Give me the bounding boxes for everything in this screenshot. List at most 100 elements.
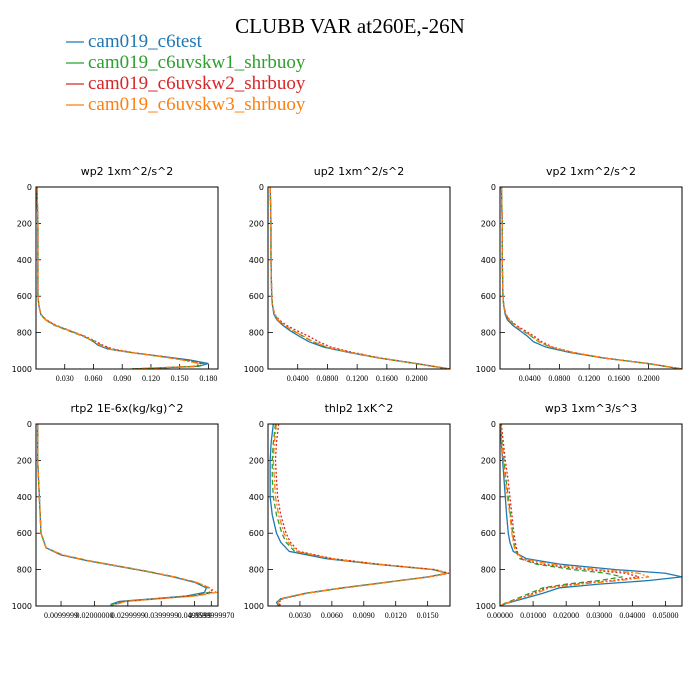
ytick-label-2-5: 1000 <box>476 365 496 374</box>
panel-title-0: wp2 1xm^2/s^2 <box>81 165 174 178</box>
ytick-label-3-5: 1000 <box>12 602 32 611</box>
ytick-label-3-0: 0 <box>27 420 32 429</box>
ytick-label-1-3: 600 <box>249 292 264 301</box>
series-line-4-3 <box>272 424 449 606</box>
ytick-label-1-5: 1000 <box>244 365 264 374</box>
xtick-label-1-1: 0.0800 <box>316 374 338 383</box>
ytick-label-0-3: 600 <box>17 292 32 301</box>
series-line-5-1 <box>500 424 623 606</box>
xtick-label-1-4: 0.2000 <box>406 374 428 383</box>
ytick-label-0-5: 1000 <box>12 365 32 374</box>
panel-title-4: thlp2 1xK^2 <box>325 402 394 415</box>
series-line-2-2 <box>500 187 682 369</box>
xtick-label-5-3: 0.03000 <box>586 611 612 620</box>
xtick-label-3-0: 0.0099999 <box>44 611 78 620</box>
ytick-label-2-3: 600 <box>481 292 496 301</box>
panel-title-1: up2 1xm^2/s^2 <box>314 165 405 178</box>
ytick-label-4-5: 1000 <box>244 602 264 611</box>
panel-frame-5 <box>499 423 683 607</box>
xtick-label-3-4: 0.0499999 <box>178 611 212 620</box>
xtick-label-3-2: 0.0299999 <box>111 611 145 620</box>
panel-frame-1 <box>267 186 451 370</box>
legend-label-1: cam019_c6uvskw1_shrbuoy <box>88 52 306 73</box>
ytick-label-5-5: 1000 <box>476 602 496 611</box>
panel-frame-3 <box>35 423 219 607</box>
legend: cam019_c6testcam019_c6uvskw1_shrbuoycam0… <box>66 31 306 115</box>
series-line-0-0 <box>36 187 209 369</box>
series-line-5-0 <box>500 424 682 606</box>
panel-2: vp2 1xm^2/s^2 0 200 400 600 800 1000 0.0400 0.08… <box>476 165 683 383</box>
ytick-label-5-3: 600 <box>481 529 496 538</box>
xtick-label-5-1: 0.01000 <box>520 611 546 620</box>
xtick-label-1-0: 0.0400 <box>287 374 309 383</box>
figure-title: CLUBB VAR at260E,-26N <box>235 14 465 38</box>
series-line-2-3 <box>500 187 682 369</box>
ytick-label-4-1: 200 <box>249 456 264 465</box>
xtick-label-4-0: 0.0030 <box>289 611 311 620</box>
ytick-label-4-3: 600 <box>249 529 264 538</box>
series-line-1-2 <box>269 187 450 369</box>
xtick-label-2-3: 0.1600 <box>608 374 630 383</box>
xtick-label-5-5: 0.05000 <box>652 611 678 620</box>
ytick-label-2-1: 200 <box>481 219 496 228</box>
series-line-1-0 <box>269 187 450 369</box>
ytick-label-5-0: 0 <box>491 420 496 429</box>
series-line-3-3 <box>37 424 218 606</box>
ytick-label-1-0: 0 <box>259 183 264 192</box>
panel-frame-4 <box>267 423 451 607</box>
panel-4: thlp2 1xK^2 0 200 400 600 800 1000 0.0030 0.0060… <box>244 402 451 620</box>
xtick-label-0-3: 0.120 <box>142 374 160 383</box>
ytick-label-4-4: 800 <box>249 566 264 575</box>
ytick-label-0-2: 400 <box>17 256 32 265</box>
series-line-2-1 <box>500 187 682 369</box>
panel-1: up2 1xm^2/s^2 0 200 400 600 800 1000 0.0400 0.08… <box>244 165 451 383</box>
panel-3: rtp2 1E-6x(kg/kg)^2 0 200 400 600 800 1000 0.00… <box>12 402 235 620</box>
xtick-label-5-0: 0.00000 <box>487 611 513 620</box>
ytick-label-3-2: 400 <box>17 493 32 502</box>
xtick-label-2-0: 0.0400 <box>519 374 541 383</box>
ytick-label-3-3: 600 <box>17 529 32 538</box>
series-line-5-2 <box>500 424 640 606</box>
xtick-label-4-1: 0.0060 <box>321 611 343 620</box>
xtick-label-0-5: 0.180 <box>199 374 217 383</box>
xtick-label-4-3: 0.0120 <box>385 611 407 620</box>
xtick-label-3-5: 0.0599999970 <box>188 611 234 620</box>
series-line-2-0 <box>500 187 682 369</box>
xtick-label-0-2: 0.090 <box>113 374 131 383</box>
xtick-label-3-1: 0.02000000 <box>75 611 113 620</box>
xtick-label-4-2: 0.0090 <box>353 611 375 620</box>
ytick-label-2-0: 0 <box>491 183 496 192</box>
series-line-3-2 <box>37 424 215 606</box>
ytick-label-1-1: 200 <box>249 219 264 228</box>
series-line-0-2 <box>36 187 203 369</box>
panel-title-5: wp3 1xm^3/s^3 <box>545 402 638 415</box>
ytick-label-3-1: 200 <box>17 456 32 465</box>
series-line-1-1 <box>269 187 450 369</box>
panel-frame-2 <box>499 186 683 370</box>
series-line-1-3 <box>269 187 450 369</box>
xtick-label-0-4: 0.150 <box>171 374 189 383</box>
series-line-0-1 <box>36 187 206 369</box>
xtick-label-0-0: 0.030 <box>56 374 74 383</box>
legend-label-2: cam019_c6uvskw2_shrbuoy <box>88 73 306 94</box>
xtick-label-0-1: 0.060 <box>84 374 102 383</box>
ytick-label-0-0: 0 <box>27 183 32 192</box>
panel-frame-0 <box>35 186 219 370</box>
ytick-label-3-4: 800 <box>17 566 32 575</box>
ytick-label-5-4: 800 <box>481 566 496 575</box>
ytick-label-2-2: 400 <box>481 256 496 265</box>
ytick-label-5-2: 400 <box>481 493 496 502</box>
xtick-label-5-4: 0.04000 <box>619 611 645 620</box>
series-line-4-2 <box>274 424 450 606</box>
xtick-label-2-1: 0.0800 <box>548 374 570 383</box>
series-line-4-1 <box>271 424 449 606</box>
xtick-label-1-2: 0.1200 <box>346 374 368 383</box>
xtick-label-4-4: 0.0150 <box>417 611 439 620</box>
ytick-label-0-1: 200 <box>17 219 32 228</box>
series-line-0-3 <box>36 187 201 369</box>
legend-label-3: cam019_c6uvskw3_shrbuoy <box>88 94 306 115</box>
series-line-3-0 <box>37 424 208 606</box>
xtick-label-1-3: 0.1600 <box>376 374 398 383</box>
